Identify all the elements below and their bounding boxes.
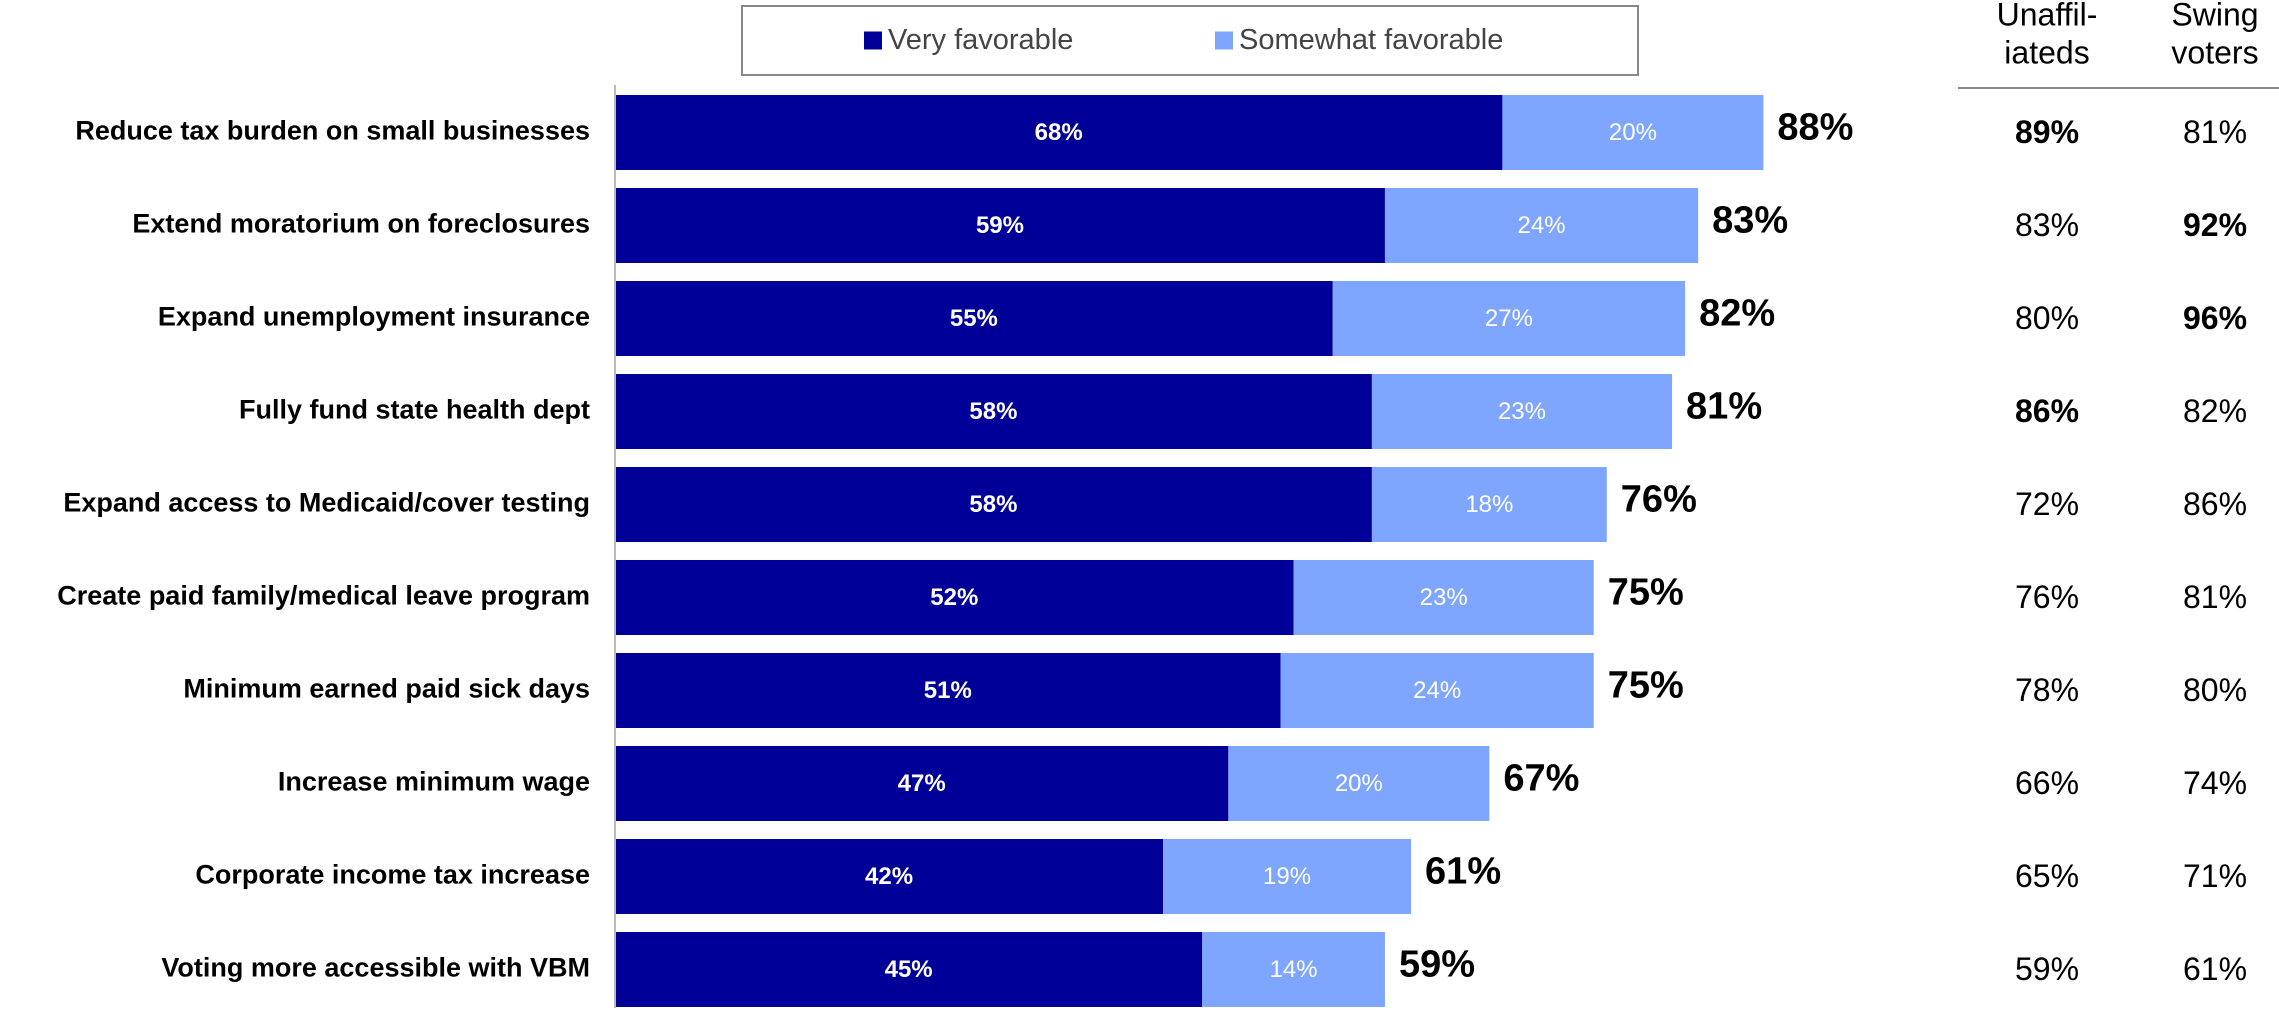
bar-somewhat-favorable [1502, 95, 1764, 170]
side-value-col2: 82% [2183, 393, 2247, 429]
data-label-somewhat-favorable: 23% [1420, 584, 1468, 611]
side-value-col2: 80% [2183, 672, 2247, 708]
data-label-very-favorable: 51% [924, 677, 972, 704]
bar-somewhat-favorable [1280, 653, 1594, 728]
data-label-somewhat-favorable: 23% [1498, 398, 1546, 425]
legend-swatch-somewhat-favorable [1215, 31, 1233, 50]
side-value-col1: 72% [2015, 486, 2079, 522]
data-label-somewhat-favorable: 20% [1609, 119, 1657, 146]
side-value-col2: 71% [2183, 858, 2247, 894]
side-value-col2: 81% [2183, 114, 2247, 150]
data-label-very-favorable: 42% [865, 863, 913, 890]
data-label-somewhat-favorable: 20% [1335, 770, 1383, 797]
bar-very-favorable [615, 746, 1229, 821]
category-label: Extend moratorium on foreclosures [132, 209, 590, 239]
bar-very-favorable [615, 467, 1372, 542]
data-label-somewhat-favorable: 24% [1413, 677, 1461, 704]
category-label: Reduce tax burden on small businesses [75, 116, 590, 146]
category-label: Expand unemployment insurance [158, 302, 590, 332]
side-value-col2: 74% [2183, 765, 2247, 801]
total-label: 75% [1608, 665, 1684, 707]
data-label-very-favorable: 55% [950, 305, 998, 332]
side-value-col1: 89% [2015, 114, 2079, 150]
side-value-col1: 59% [2015, 951, 2079, 987]
legend-label-somewhat-favorable: Somewhat favorable [1239, 24, 1503, 56]
total-label: 81% [1686, 386, 1762, 428]
legend-box [741, 5, 1639, 76]
bar-somewhat-favorable [1293, 560, 1594, 635]
side-value-col1: 66% [2015, 765, 2079, 801]
category-label: Fully fund state health dept [239, 395, 590, 425]
category-label: Voting more accessible with VBM [161, 953, 590, 983]
total-label: 59% [1399, 944, 1475, 986]
data-label-very-favorable: 58% [969, 398, 1017, 425]
total-label: 76% [1621, 479, 1697, 521]
data-label-very-favorable: 59% [976, 212, 1024, 239]
bar-very-favorable [615, 188, 1385, 263]
bar-somewhat-favorable [1163, 839, 1412, 914]
side-value-col2: 96% [2183, 300, 2247, 336]
bar-very-favorable [615, 932, 1203, 1007]
data-label-somewhat-favorable: 18% [1465, 491, 1513, 518]
data-label-very-favorable: 68% [1035, 119, 1083, 146]
bar-very-favorable [615, 95, 1503, 170]
data-label-very-favorable: 58% [969, 491, 1017, 518]
category-label: Increase minimum wage [278, 767, 590, 797]
side-value-col2: 86% [2183, 486, 2247, 522]
category-label: Expand access to Medicaid/cover testing [63, 488, 590, 518]
total-label: 82% [1699, 293, 1775, 335]
side-header-col2-line2: voters [2171, 34, 2258, 70]
side-header-col2-line1: Swing [2171, 0, 2258, 32]
data-label-very-favorable: 52% [930, 584, 978, 611]
legend-label-very-favorable: Very favorable [888, 24, 1073, 56]
data-label-somewhat-favorable: 14% [1270, 956, 1318, 983]
total-label: 83% [1712, 200, 1788, 242]
side-value-col1: 83% [2015, 207, 2079, 243]
total-label: 67% [1503, 758, 1579, 800]
bar-somewhat-favorable [1371, 374, 1673, 449]
data-label-very-favorable: 45% [885, 956, 933, 983]
bar-very-favorable [615, 839, 1164, 914]
category-label: Corporate income tax increase [195, 860, 590, 890]
bar-very-favorable [615, 374, 1372, 449]
bar-very-favorable [615, 281, 1333, 356]
side-value-col1: 78% [2015, 672, 2079, 708]
bar-somewhat-favorable [1202, 932, 1385, 1007]
total-label: 88% [1777, 107, 1853, 149]
bar-somewhat-favorable [1371, 467, 1607, 542]
side-header-col1-line1: Unaffil- [1997, 0, 2098, 32]
side-value-col1: 86% [2015, 393, 2079, 429]
category-label: Create paid family/medical leave program [57, 581, 590, 611]
legend-swatch-very-favorable [864, 31, 882, 50]
data-label-somewhat-favorable: 19% [1263, 863, 1311, 890]
side-value-col2: 92% [2183, 207, 2247, 243]
side-value-col1: 65% [2015, 858, 2079, 894]
bar-somewhat-favorable [1332, 281, 1686, 356]
data-label-somewhat-favorable: 27% [1485, 305, 1533, 332]
bar-very-favorable [615, 653, 1281, 728]
data-label-very-favorable: 47% [898, 770, 946, 797]
total-label: 75% [1608, 572, 1684, 614]
data-label-somewhat-favorable: 24% [1518, 212, 1566, 239]
side-header-col1-line2: iateds [2004, 34, 2089, 70]
total-label: 61% [1425, 851, 1501, 893]
category-label: Minimum earned paid sick days [183, 674, 590, 704]
bar-very-favorable [615, 560, 1294, 635]
bar-somewhat-favorable [1228, 746, 1490, 821]
side-value-col1: 80% [2015, 300, 2079, 336]
bar-somewhat-favorable [1384, 188, 1699, 263]
side-value-col2: 61% [2183, 951, 2247, 987]
side-value-col1: 76% [2015, 579, 2079, 615]
side-value-col2: 81% [2183, 579, 2247, 615]
